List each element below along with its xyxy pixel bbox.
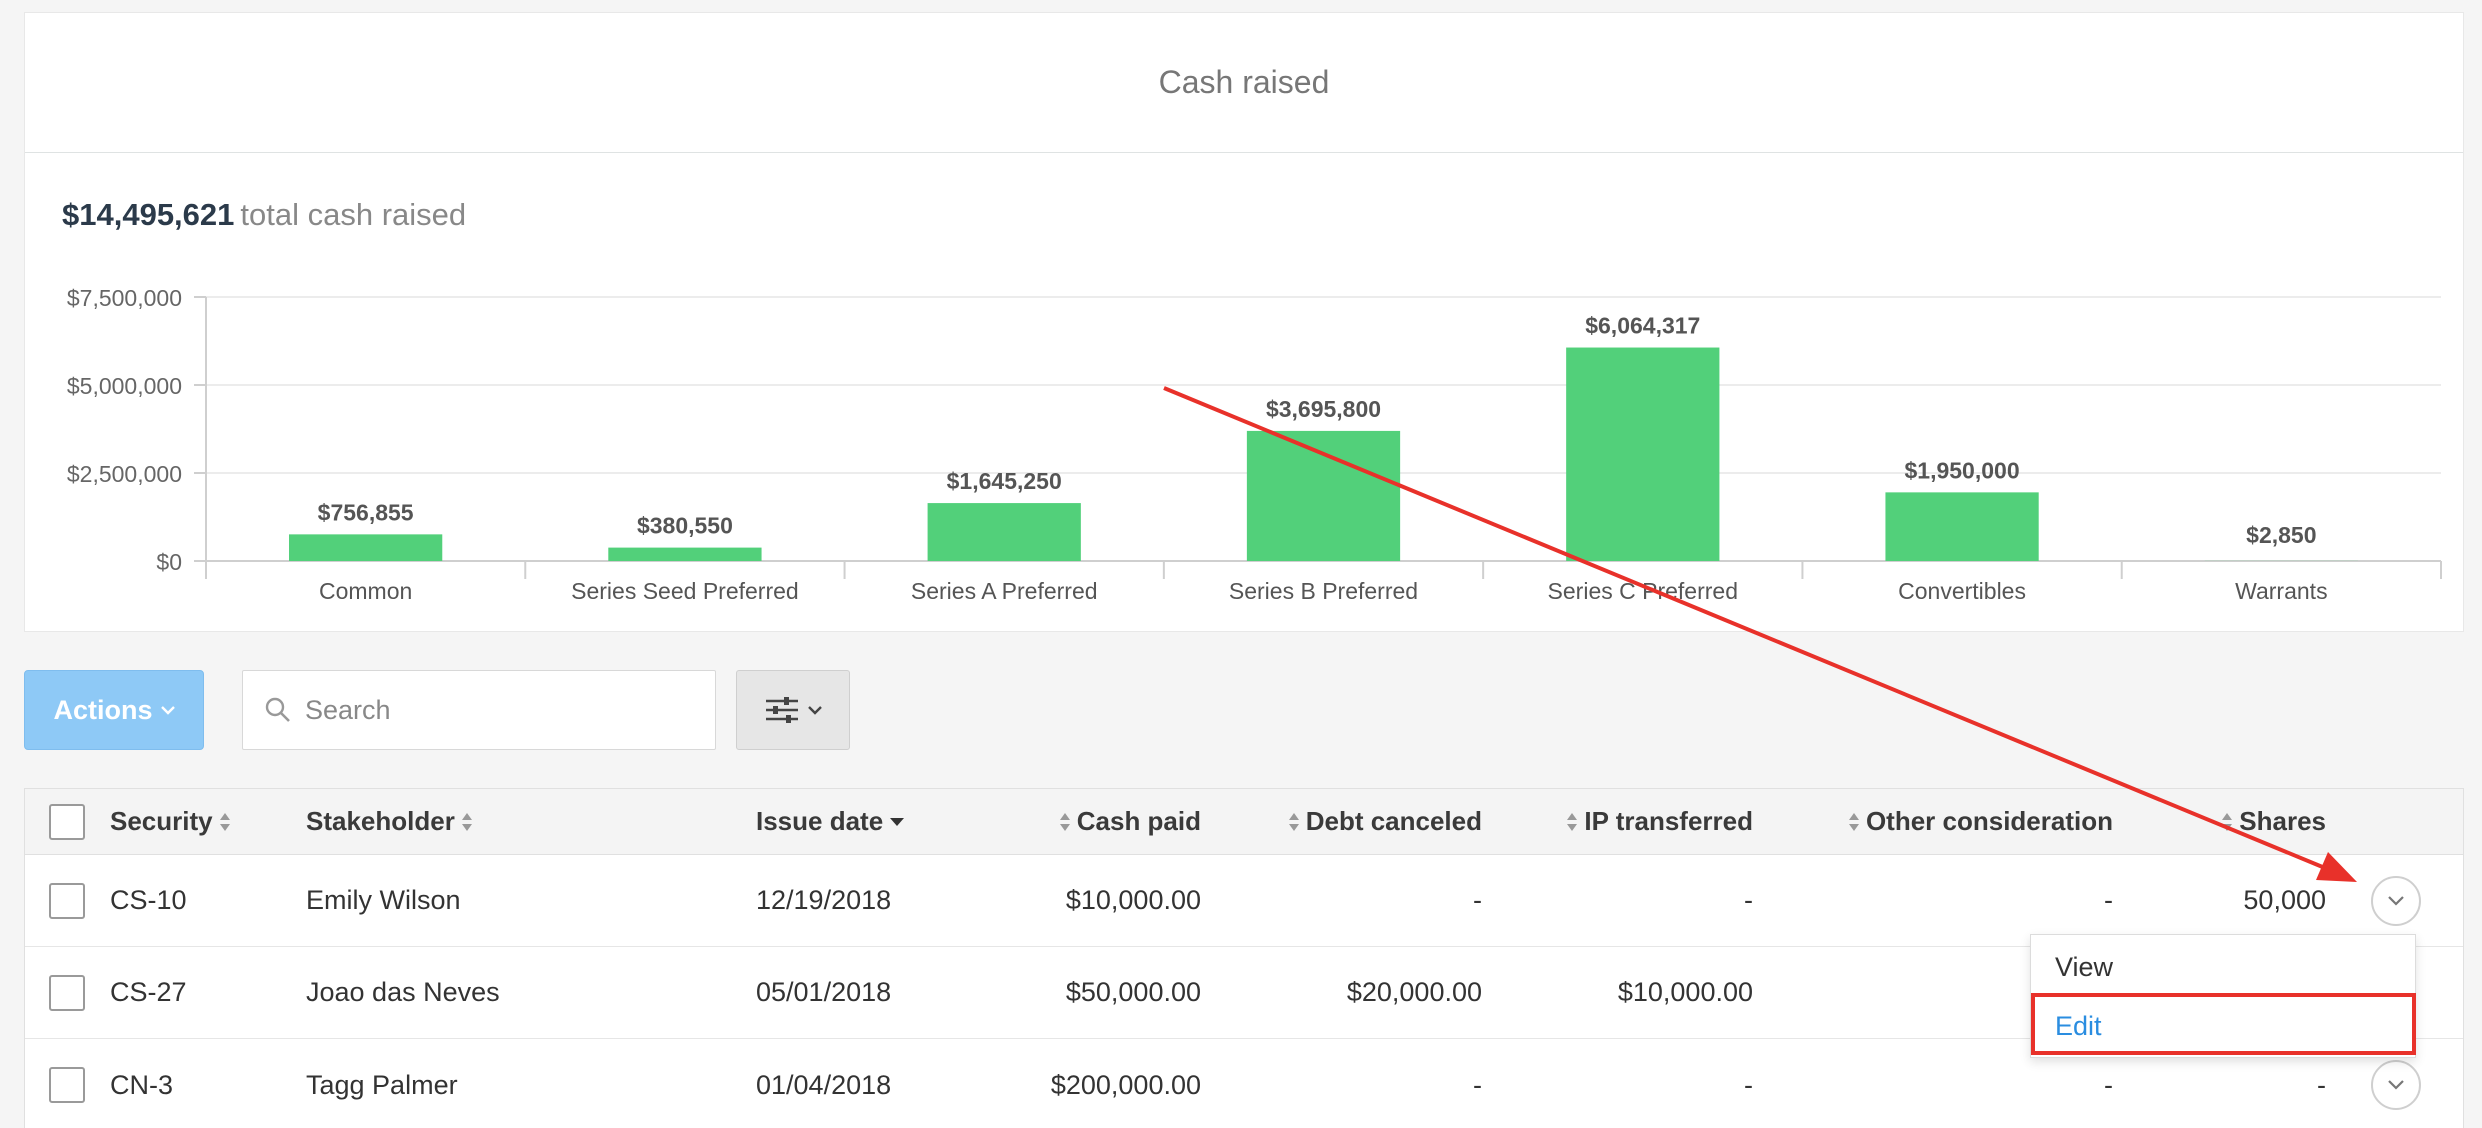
cell-ip-transferred: $10,000.00 xyxy=(1617,977,1753,1007)
row-menu-toggle[interactable] xyxy=(2371,875,2421,926)
cell-ip-transferred: - xyxy=(1744,885,1753,915)
bar xyxy=(289,534,443,561)
cash-raised-card: Cash raised $14,495,621 total cash raised… xyxy=(24,12,2464,632)
header-debt-canceled[interactable]: Debt canceled xyxy=(1245,789,1482,854)
y-tick-label: $0 xyxy=(156,549,182,575)
cell-issue-date: 12/19/2018 xyxy=(756,885,892,915)
cell-issue-date: 05/01/2018 xyxy=(756,977,892,1007)
sort-icon xyxy=(1567,812,1578,831)
header-shares[interactable]: Shares xyxy=(2165,789,2326,854)
cell-shares: 50,000 xyxy=(2243,885,2326,915)
table-header-row: Security Stakeholder Issue date Cash pai… xyxy=(25,789,2463,855)
actions-button[interactable]: Actions xyxy=(24,670,204,750)
cell-cash-paid: $10,000.00 xyxy=(1065,885,1201,915)
y-tick-label: $5,000,000 xyxy=(67,373,182,399)
cell-ip-transferred: - xyxy=(1744,1069,1753,1100)
menu-item-view[interactable]: View xyxy=(2055,952,2114,982)
sort-icon xyxy=(2222,812,2233,831)
cell-debt-canceled: - xyxy=(1473,885,1482,915)
bar-value-label: $380,550 xyxy=(637,513,733,539)
row-checkbox[interactable] xyxy=(49,974,85,1011)
cell-cash-paid: $50,000.00 xyxy=(1065,977,1201,1007)
chevron-down-icon xyxy=(2388,895,2404,906)
sort-icon xyxy=(219,812,230,831)
header-ip-transferred[interactable]: IP transferred xyxy=(1525,789,1753,854)
chevron-down-icon xyxy=(160,706,175,715)
chevron-down-icon xyxy=(808,706,822,715)
search-box xyxy=(242,670,716,750)
chevron-down-icon xyxy=(2388,1080,2404,1090)
cell-stakeholder: Emily Wilson xyxy=(306,885,461,915)
bar-value-label: $2,850 xyxy=(2246,522,2316,548)
total-label: total cash raised xyxy=(240,197,467,232)
cell-debt-canceled: - xyxy=(1473,1069,1482,1100)
header-cash-paid[interactable]: Cash paid xyxy=(1025,789,1201,854)
cell-other-consideration: - xyxy=(2104,1069,2113,1100)
cell-stakeholder: Joao das Neves xyxy=(306,977,500,1007)
sort-icon xyxy=(1848,812,1859,831)
sort-icon xyxy=(1288,812,1299,831)
header-issue-date[interactable]: Issue date xyxy=(756,789,911,854)
cell-other-consideration: - xyxy=(2104,885,2113,915)
x-tick-label: Common xyxy=(319,578,412,604)
card-header: Cash raised xyxy=(25,13,2463,153)
sort-icon xyxy=(1059,812,1070,831)
x-tick-label: Series C Preferred xyxy=(1548,578,1738,604)
cell-debt-canceled: $20,000.00 xyxy=(1346,977,1482,1007)
sort-desc-icon xyxy=(890,817,905,826)
total-cash-raised: $14,495,621 total cash raised xyxy=(62,197,466,233)
row-checkbox[interactable] xyxy=(49,1067,85,1103)
cell-security[interactable]: CS-10 xyxy=(110,885,187,915)
y-tick-label: $2,500,000 xyxy=(67,461,182,487)
select-all-checkbox[interactable] xyxy=(49,803,85,840)
table-row[interactable]: CS-10 Emily Wilson 12/19/2018 $10,000.00… xyxy=(25,855,2463,947)
header-stakeholder[interactable]: Stakeholder xyxy=(306,789,479,854)
bar xyxy=(1246,430,1401,561)
bar xyxy=(608,547,762,561)
bar-value-label: $1,645,250 xyxy=(947,468,1062,494)
cell-stakeholder: Tagg Palmer xyxy=(306,1069,458,1100)
edit-highlight-box xyxy=(2031,993,2416,1055)
cell-cash-paid: $200,000.00 xyxy=(1050,1069,1201,1100)
table-row[interactable]: CS-27 Joao das Neves 05/01/2018 $50,000.… xyxy=(25,947,2463,1039)
search-icon xyxy=(265,697,290,722)
y-tick-label: $7,500,000 xyxy=(67,285,182,311)
actions-label: Actions xyxy=(53,694,153,725)
bar xyxy=(927,503,1081,561)
total-amount: $14,495,621 xyxy=(62,197,235,232)
bar-value-label: $756,855 xyxy=(318,499,414,525)
cell-issue-date: 01/04/2018 xyxy=(756,1069,892,1100)
header-other-consideration[interactable]: Other consideration xyxy=(1785,789,2113,854)
cell-security[interactable]: CN-3 xyxy=(110,1069,174,1100)
bar-value-label: $1,950,000 xyxy=(1905,457,2020,483)
bar xyxy=(1566,347,1720,561)
filter-button[interactable] xyxy=(736,670,850,750)
x-tick-label: Warrants xyxy=(2235,578,2327,604)
header-security[interactable]: Security xyxy=(110,789,237,854)
x-tick-label: Convertibles xyxy=(1898,578,2026,604)
row-menu-toggle[interactable] xyxy=(2371,1060,2421,1110)
x-tick-label: Series Seed Preferred xyxy=(571,578,799,604)
x-tick-label: Series A Preferred xyxy=(911,578,1098,604)
cash-raised-bar-chart: $0 $2,500,000 $5,000,000 $7,500,000 $756,855… xyxy=(67,285,2442,604)
card-title: Cash raised xyxy=(1158,64,1330,100)
search-input[interactable] xyxy=(305,694,685,726)
row-checkbox[interactable] xyxy=(49,882,85,919)
sort-icon xyxy=(461,812,472,831)
x-tick-label: Series B Preferred xyxy=(1229,578,1418,604)
bar xyxy=(1885,492,2039,561)
sliders-icon xyxy=(766,697,798,723)
bar-value-label: $3,695,800 xyxy=(1266,396,1381,422)
table-row[interactable]: CN-3 Tagg Palmer 01/04/2018 $200,000.00 … xyxy=(25,1039,2463,1128)
cell-security[interactable]: CS-27 xyxy=(110,977,187,1007)
cell-shares: - xyxy=(2317,1069,2326,1100)
menu-item-edit[interactable]: Edit xyxy=(2055,1011,2102,1041)
bar-value-label: $6,064,317 xyxy=(1585,313,1700,339)
